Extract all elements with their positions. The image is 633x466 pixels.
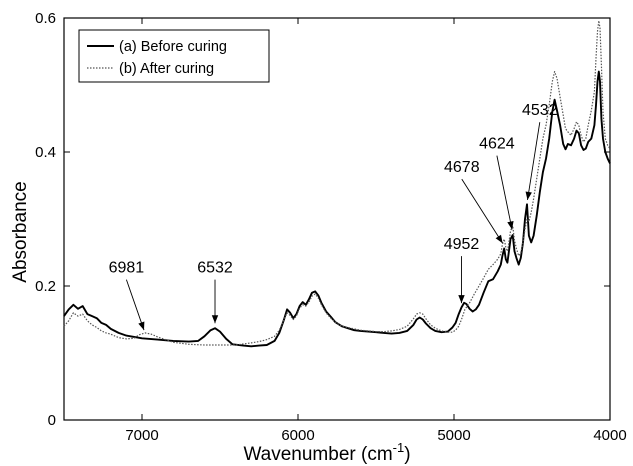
- series-layer: [63, 20, 611, 348]
- x-tick-label: 7000: [125, 427, 158, 444]
- annotation-arrow-head: [525, 191, 532, 200]
- x-axis-title-main: Wavenumber (cm: [243, 444, 392, 465]
- legend-label-after-curing: (b) After curing: [119, 61, 214, 77]
- annotation-label: 4952: [444, 236, 480, 253]
- legend: (a) Before curing (b) After curing: [78, 29, 270, 83]
- x-tick-label: 5000: [437, 427, 470, 444]
- x-axis-title-close: ): [404, 444, 410, 465]
- y-tick-label: 0.4: [35, 144, 56, 161]
- annotation-arrow-head: [211, 315, 219, 324]
- y-axis-title: Absorbance: [10, 181, 31, 282]
- plot-frame: [63, 17, 611, 421]
- annotation-4624: 4624: [479, 136, 515, 230]
- x-tick-label: 4000: [593, 427, 626, 444]
- y-tick-label: 0.6: [35, 10, 56, 27]
- x-axis-title: Wavenumber (cm-1): [243, 440, 410, 465]
- annotation-arrow-head: [507, 220, 514, 230]
- plot-area-border: [63, 17, 611, 421]
- legend-box: [78, 29, 270, 83]
- y-tick-label: 0: [48, 412, 56, 429]
- annotation-arrow-shaft: [496, 155, 513, 230]
- annotation-label: 4532: [522, 102, 558, 119]
- annotation-arrow-head: [138, 321, 145, 331]
- annotation-arrow-shaft: [527, 122, 541, 201]
- annotation-4532: 4532: [522, 102, 558, 201]
- annotation-label: 6981: [109, 260, 145, 277]
- annotation-label: 4624: [479, 136, 515, 153]
- series-line-before-curing: [63, 70, 611, 348]
- annotation-arrow-shaft: [461, 178, 504, 244]
- annotation-arrow-shaft: [125, 279, 145, 331]
- x-axis-title-superscript: -1: [393, 440, 405, 455]
- annotation-4952: 4952: [444, 236, 480, 304]
- annotation-arrow-head: [458, 295, 465, 304]
- annotation-6981: 6981: [109, 260, 145, 331]
- annotation-4678: 4678: [444, 159, 504, 244]
- x-tick-label: 6000: [281, 427, 314, 444]
- annotation-6532: 6532: [197, 260, 233, 324]
- annotation-arrow-head: [495, 234, 503, 244]
- annotation-label: 4678: [444, 159, 480, 176]
- annotation-layer: 6981 6532 4952 4678 4624 4532: [109, 102, 558, 331]
- ticks-layer: 7000 6000 5000 4000 0 0.2 0.4 0.6: [35, 10, 627, 444]
- y-tick-label: 0.2: [35, 278, 56, 295]
- annotation-label: 6532: [197, 260, 233, 277]
- legend-label-before-curing: (a) Before curing: [119, 39, 227, 55]
